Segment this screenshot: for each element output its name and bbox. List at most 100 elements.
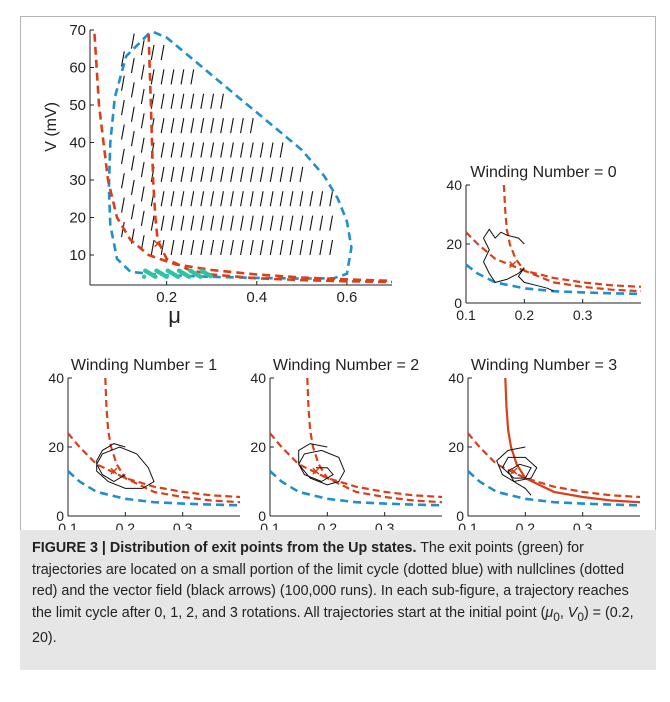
exit-point — [172, 272, 177, 277]
vector-field-arrow — [329, 215, 334, 231]
vector-field-arrow — [121, 100, 125, 116]
vector-field-arrow — [299, 166, 304, 182]
vector-field-arrow — [200, 166, 205, 182]
vector-field-arrow — [210, 215, 215, 231]
vector-field-arrow — [170, 166, 175, 182]
vector-field-arrow — [160, 166, 165, 182]
vector-field-arrow — [140, 137, 145, 153]
vector-field-arrow — [220, 118, 224, 134]
vector-field-arrow — [249, 142, 254, 158]
y-tick-label: 40 — [250, 370, 266, 386]
vector-field-arrow — [180, 69, 185, 85]
vector-field-arrow — [230, 166, 234, 182]
exit-point — [175, 274, 181, 279]
y-tick-label: 0 — [56, 508, 64, 524]
vector-field-arrow — [170, 93, 175, 109]
vector-field-arrow — [160, 44, 165, 61]
vector-field-arrow — [190, 239, 195, 256]
vector-field-arrow — [121, 173, 125, 189]
vector-field-arrow — [130, 131, 135, 147]
vector-field-arrow — [220, 93, 224, 109]
vector-field-arrow — [140, 161, 145, 178]
nullcline-2-curve — [306, 377, 443, 504]
vector-field-arrow — [130, 57, 135, 74]
vector-field-arrow — [121, 197, 125, 213]
vector-field-arrow — [289, 239, 294, 256]
vector-field-arrow — [279, 215, 284, 231]
vector-field-arrow — [190, 118, 195, 134]
main-phase-plot: 0.2 0.4 0.6 10 20 30 40 50 60 70 μ V (mV) — [43, 22, 393, 328]
figure-caption: FIGURE 3 | Distribution of exit points f… — [32, 538, 644, 649]
vector-field-arrow — [180, 191, 185, 207]
y-tick-label: 40 — [448, 370, 464, 386]
exit-point — [198, 274, 203, 279]
nullcline-2-curve — [147, 33, 393, 284]
vector-field-arrow — [319, 239, 324, 256]
x-tick-label: 0.2 — [515, 307, 535, 323]
vector-field-arrow — [289, 191, 294, 207]
vector-field-arrow — [210, 93, 215, 109]
fixed-point-marker — [312, 467, 320, 475]
y-tick-label: 10 — [69, 247, 86, 264]
exit-point — [162, 273, 167, 278]
caption-v: V — [567, 604, 578, 621]
fixed-point-marker — [509, 261, 517, 269]
vector-field-arrow — [121, 148, 125, 164]
vector-field-arrow — [309, 215, 314, 231]
vector-field-arrow — [190, 166, 195, 182]
trajectory-path — [482, 228, 554, 292]
vector-field-arrow — [210, 118, 215, 134]
x-tick-label: 0.4 — [246, 289, 267, 306]
exit-point — [152, 273, 157, 279]
y-tick-label: 30 — [69, 172, 86, 189]
vector-field-arrow — [180, 118, 185, 134]
vector-field-arrow — [240, 166, 244, 182]
vector-field-arrow — [240, 239, 244, 256]
exit-point — [203, 271, 209, 276]
exit-point — [146, 270, 151, 275]
x-tick-label: 0.2 — [156, 289, 177, 306]
vector-field-arrow — [289, 166, 294, 182]
vector-field-arrow — [200, 142, 205, 158]
vector-field-arrow — [240, 142, 244, 158]
vector-field-arrow — [170, 215, 175, 231]
figure-frame — [20, 16, 656, 530]
vector-field-arrow — [121, 75, 125, 91]
vector-field-arrow — [190, 215, 195, 231]
vector-field-arrow — [180, 239, 185, 256]
y-tick-label: 0 — [456, 508, 464, 524]
limit-cycle-curve — [67, 470, 241, 507]
vector-field-arrow — [140, 88, 145, 105]
vector-field-arrow — [160, 93, 165, 109]
y-tick-label: 60 — [69, 60, 86, 77]
vector-field-arrow — [230, 191, 234, 207]
vector-field-arrow — [200, 215, 205, 231]
vector-field-arrow — [220, 215, 224, 231]
y-tick-label: 70 — [69, 22, 86, 39]
x-tick-label: 0.6 — [336, 289, 357, 306]
exit-point — [156, 269, 161, 275]
vector-field-arrow — [269, 239, 274, 256]
vector-field-arrow — [220, 239, 224, 256]
vector-field-arrow — [259, 166, 264, 182]
vector-field-arrow — [309, 239, 314, 256]
exit-point — [208, 273, 213, 279]
vector-field-arrow — [180, 93, 185, 109]
vector-field-arrow — [200, 93, 205, 109]
vector-field-arrow — [279, 239, 284, 256]
vector-field-arrow — [259, 191, 264, 207]
nullcline-1-curve — [93, 33, 393, 283]
vector-field-arrow — [130, 179, 135, 195]
panel-title: Winding Number = 2 — [273, 357, 419, 374]
vector-field-arrow — [259, 239, 264, 256]
vector-field-arrow — [190, 93, 195, 109]
nullcline-1-curve — [467, 432, 641, 499]
vector-field-arrow — [299, 239, 304, 256]
vector-field-arrow — [140, 40, 145, 56]
vector-field-arrow — [299, 215, 304, 231]
vector-field-arrow — [160, 69, 165, 85]
vector-field-arrow — [249, 215, 254, 231]
figure-canvas: 0.2 0.4 0.6 10 20 30 40 50 60 70 μ V (mV) 0.1 0.2 0.3… — [43, 22, 642, 536]
